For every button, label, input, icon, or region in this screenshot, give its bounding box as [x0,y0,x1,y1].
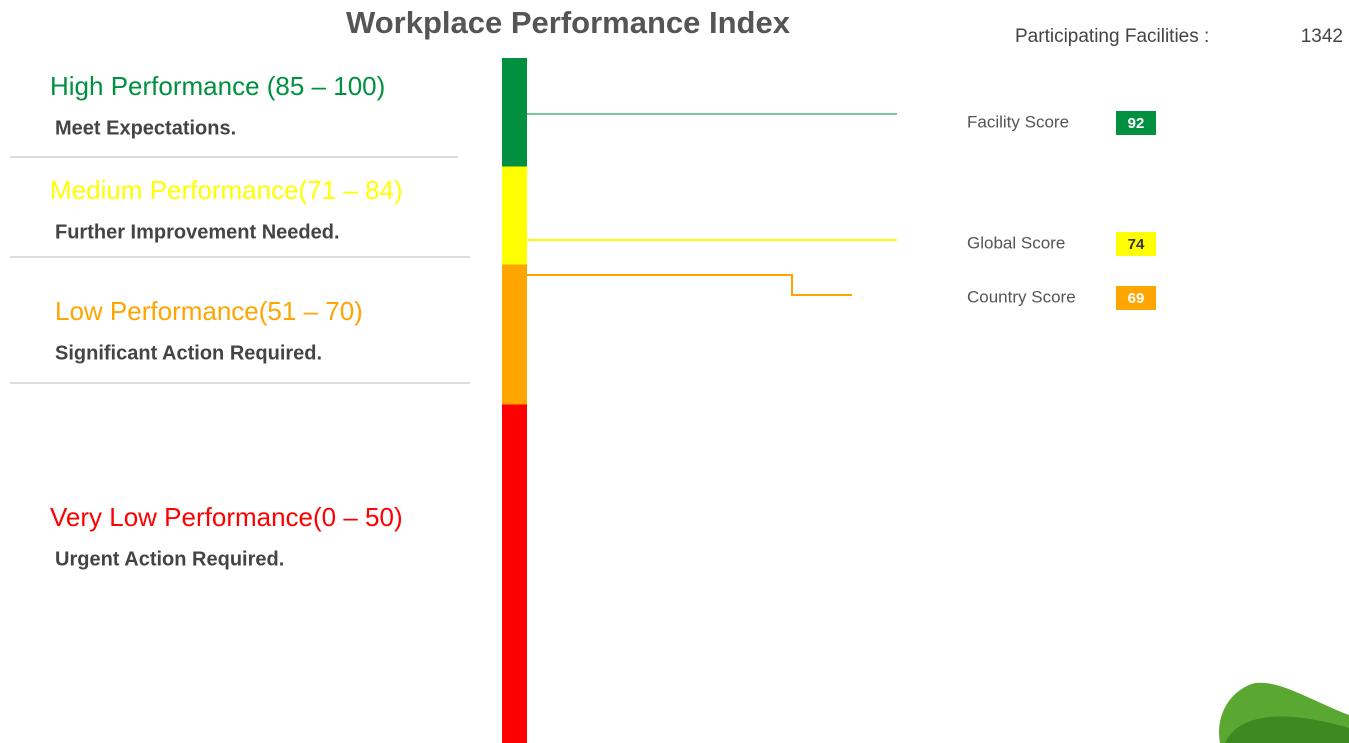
score-name: Global Score [967,233,1065,252]
band-label: Low Performance(51 – 70) [55,296,363,326]
leaf [1225,716,1349,743]
score-badge [1116,286,1156,310]
band-note: Urgent Action Required. [55,548,284,570]
score-badge [1116,232,1156,256]
score-value: 92 [1128,115,1145,132]
band-segment [502,166,527,265]
band-label: Medium Performance(71 – 84) [50,175,403,205]
band-note: Further Improvement Needed. [55,221,340,243]
band-label: High Performance (85 – 100) [50,71,385,101]
score-badge [1116,111,1156,135]
participating-label: Participating Facilities : [1015,26,1209,47]
score-value: 74 [1128,236,1145,253]
participating-value: 1342 [1301,26,1343,47]
band-label: Very Low Performance(0 – 50) [50,502,403,532]
band-segment [502,58,527,167]
band-note: Significant Action Required. [55,342,322,364]
plant [1219,682,1349,743]
score-name: Country Score [967,287,1076,306]
band-note: Meet Expectations. [55,117,236,139]
band-segment [502,264,527,405]
score-name: Facility Score [967,112,1069,131]
score-line [527,274,852,296]
band-segment [502,404,527,743]
score-value: 69 [1128,290,1145,307]
title: Workplace Performance Index [346,5,791,40]
